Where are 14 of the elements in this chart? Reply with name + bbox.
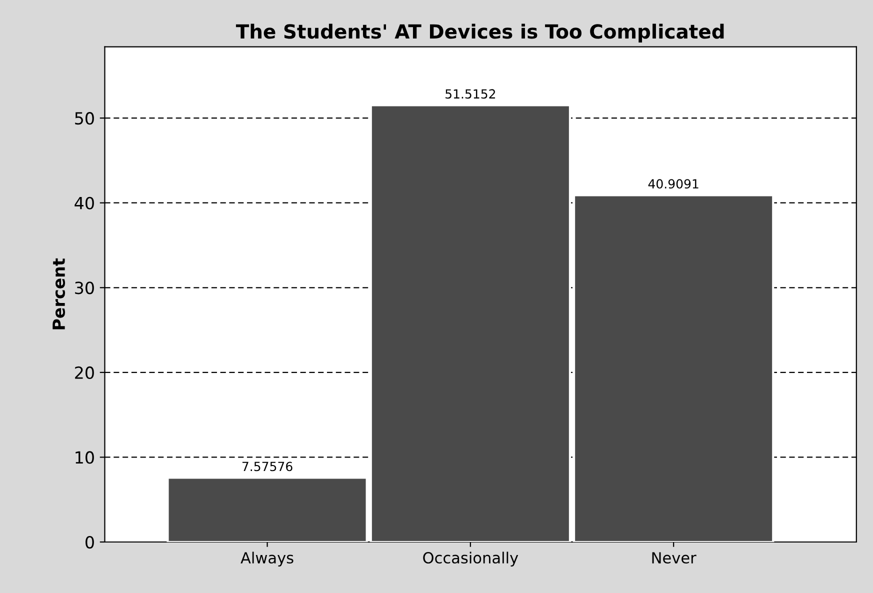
y-tick-label: 40 (74, 196, 94, 210)
y-tick-label: 20 (75, 366, 94, 379)
y-tick-label: 0 (86, 536, 94, 549)
x-tick-label: Occasionally (423, 552, 518, 567)
y-axis-title: Percent (52, 258, 66, 330)
data-label: 51.5152 (446, 89, 496, 99)
chart-title: The Students' AT Devices is Too Complicated (236, 24, 724, 43)
data-label: 7.57576 (242, 462, 292, 472)
y-tick-label: 50 (75, 112, 94, 125)
y-tick-label: 30 (75, 282, 94, 294)
y-tick-label: 10 (76, 451, 94, 464)
x-tick-label: Always (240, 552, 294, 567)
x-tick-label: Never (652, 552, 696, 564)
data-label: 40.9091 (648, 179, 698, 189)
